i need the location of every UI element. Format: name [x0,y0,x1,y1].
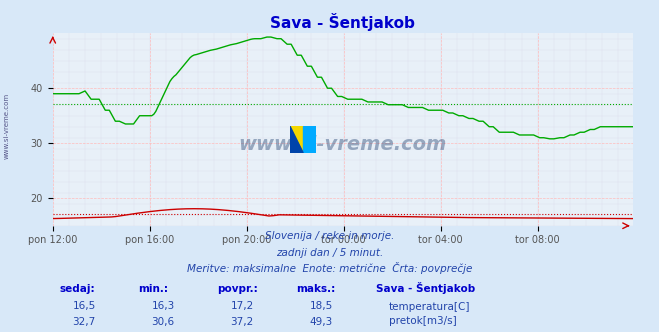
Bar [303,126,316,153]
Text: Slovenija / reke in morje.: Slovenija / reke in morje. [265,231,394,241]
Text: www.si-vreme.com: www.si-vreme.com [239,135,447,154]
Text: pretok[m3/s]: pretok[m3/s] [389,316,457,326]
Text: Meritve: maksimalne  Enote: metrične  Črta: povprečje: Meritve: maksimalne Enote: metrične Črta… [186,262,473,274]
Text: temperatura[C]: temperatura[C] [389,302,471,312]
Text: Sava - Šentjakob: Sava - Šentjakob [376,282,475,294]
Text: 16,5: 16,5 [72,301,96,311]
Text: zadnji dan / 5 minut.: zadnji dan / 5 minut. [276,248,383,258]
Text: 32,7: 32,7 [72,317,96,327]
Text: www.si-vreme.com: www.si-vreme.com [3,93,10,159]
Text: maks.:: maks.: [297,284,336,294]
Polygon shape [290,126,303,153]
Text: 49,3: 49,3 [310,317,333,327]
Title: Sava - Šentjakob: Sava - Šentjakob [270,13,415,31]
Text: 16,3: 16,3 [152,301,175,311]
Text: 17,2: 17,2 [231,301,254,311]
Text: 18,5: 18,5 [310,301,333,311]
Bar [290,126,303,153]
Text: 37,2: 37,2 [231,317,254,327]
Text: sedaj:: sedaj: [59,284,95,294]
Text: povpr.:: povpr.: [217,284,258,294]
Text: min.:: min.: [138,284,169,294]
Text: 30,6: 30,6 [152,317,175,327]
